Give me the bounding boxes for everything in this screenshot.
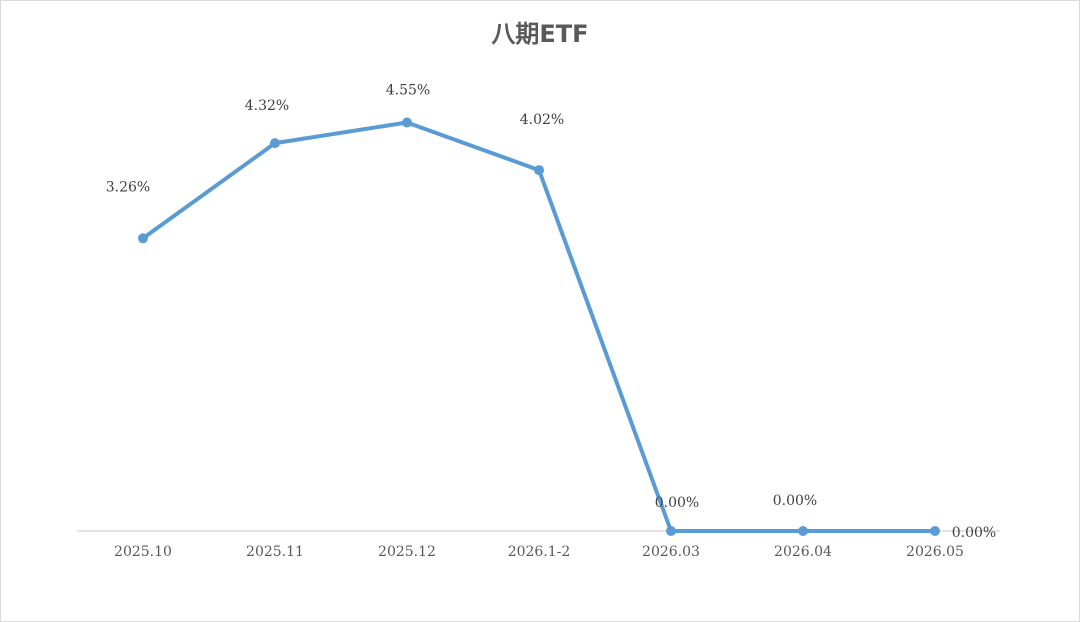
series-group xyxy=(138,117,940,536)
x-tick-label: 2025.11 xyxy=(246,544,304,560)
data-point xyxy=(930,526,940,536)
x-tick-label: 2025.12 xyxy=(378,544,436,560)
x-tick-label: 2025.10 xyxy=(114,544,172,560)
data-point xyxy=(534,165,544,176)
x-tick-label: 2026.1-2 xyxy=(508,544,571,560)
series-line xyxy=(141,120,935,533)
data-label: 4.32% xyxy=(245,98,289,114)
data-label: 0.00% xyxy=(952,525,996,541)
chart-title: 八期ETF xyxy=(491,20,589,48)
data-label: 4.02% xyxy=(520,112,564,128)
data-label: 4.55% xyxy=(386,82,430,98)
data-point xyxy=(402,117,412,128)
data-label: 0.00% xyxy=(773,493,817,509)
data-label: 3.26% xyxy=(106,179,150,195)
data-label: 0.00% xyxy=(655,495,699,511)
data-point xyxy=(666,526,676,536)
data-point xyxy=(270,138,280,149)
x-tick-labels: 2025.10 2025.11 2025.12 2026.1-2 2026.03 2026… xyxy=(114,544,964,560)
x-tick-label: 2026.04 xyxy=(774,544,832,560)
data-labels: 3.26% 4.32% 4.55% 4.02% 0.00% 0.00% 0.00% xyxy=(106,82,996,541)
data-point xyxy=(798,526,808,536)
data-point xyxy=(138,233,148,244)
x-tick-label: 2026.05 xyxy=(906,544,964,560)
x-tick-label: 2026.03 xyxy=(642,544,700,560)
